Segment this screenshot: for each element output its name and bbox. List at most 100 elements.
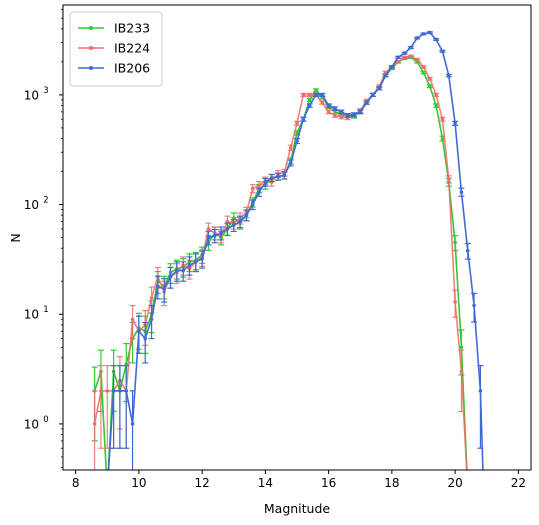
y-tick-exponent: 3 <box>43 86 48 96</box>
series-line <box>93 55 468 470</box>
x-tick-label: 22 <box>511 476 526 490</box>
data-point <box>181 268 185 273</box>
series-ib206 <box>107 30 484 470</box>
data-point <box>194 260 198 264</box>
data-point <box>453 299 457 304</box>
data-point <box>434 103 438 108</box>
data-point <box>459 345 464 350</box>
data-point <box>364 100 369 105</box>
x-tick-label: 10 <box>131 476 146 490</box>
x-tick-label: 20 <box>447 476 462 490</box>
series-line <box>93 56 468 470</box>
data-point <box>421 32 426 36</box>
legend-label: IB224 <box>114 41 150 56</box>
data-point <box>377 86 382 91</box>
data-point <box>295 131 299 135</box>
data-point <box>333 113 337 118</box>
data-point <box>111 389 116 393</box>
y-tick-exponent: 1 <box>43 305 48 315</box>
data-point <box>333 110 337 114</box>
x-tick-label: 14 <box>258 476 273 490</box>
legend-marker <box>89 26 93 30</box>
legend-marker <box>89 46 93 50</box>
data-point <box>358 110 363 114</box>
x-tick-label: 18 <box>384 476 399 490</box>
data-point <box>307 103 312 108</box>
series-ib233 <box>91 55 468 470</box>
x-axis: 8 10 12 14 16 18 20 22 <box>72 470 526 490</box>
data-point <box>105 389 110 393</box>
data-point <box>137 329 141 334</box>
data-point <box>339 115 344 119</box>
legend-label: IB233 <box>114 21 150 36</box>
legend-label: IB206 <box>114 61 150 76</box>
data-point <box>257 183 261 188</box>
y-tick-label: 10 <box>24 198 39 212</box>
data-point <box>440 49 445 54</box>
data-point <box>459 369 464 374</box>
data-point <box>428 84 432 89</box>
data-point <box>440 117 445 122</box>
data-point <box>175 268 179 273</box>
data-point <box>130 422 135 426</box>
data-point <box>339 110 344 114</box>
data-point <box>99 389 103 393</box>
series-line <box>107 31 484 470</box>
x-tick-label: 16 <box>321 476 336 490</box>
y-axis: 10 0 10 1 10 2 10 3 <box>24 9 63 468</box>
data-point <box>453 121 457 126</box>
data-point <box>162 287 166 291</box>
data-point <box>231 223 236 227</box>
data-point <box>295 139 299 143</box>
x-tick-label: 12 <box>194 476 209 490</box>
data-point <box>250 202 255 207</box>
y-tick-label: 10 <box>24 88 39 102</box>
data-point <box>326 103 331 108</box>
data-point <box>257 190 261 194</box>
data-point <box>345 113 350 118</box>
data-point <box>383 73 388 78</box>
data-point <box>434 37 438 42</box>
data-point <box>206 235 211 240</box>
data-point <box>269 176 274 180</box>
data-point <box>307 93 312 97</box>
y-tick-exponent: 2 <box>43 196 48 206</box>
data-point <box>472 303 476 308</box>
data-point <box>301 117 306 122</box>
data-point <box>288 161 293 165</box>
data-point <box>326 110 331 114</box>
data-point <box>421 70 426 75</box>
data-point <box>238 219 242 224</box>
data-point <box>143 336 148 341</box>
data-point <box>409 54 413 59</box>
series-ib224 <box>91 54 468 470</box>
data-point <box>459 190 464 194</box>
data-point <box>295 121 299 126</box>
data-point <box>453 240 457 245</box>
data-point <box>428 30 432 35</box>
data-point <box>402 55 407 60</box>
data-point <box>156 284 160 289</box>
data-point <box>314 88 318 93</box>
data-point <box>415 36 419 40</box>
data-point <box>219 231 223 235</box>
data-point <box>282 173 287 178</box>
data-point <box>149 296 154 301</box>
legend: IB233 IB224 IB206 <box>69 11 163 87</box>
data-point <box>409 45 413 50</box>
series-layer <box>91 30 484 470</box>
data-point <box>465 248 470 253</box>
data-point <box>124 389 129 393</box>
data-point <box>118 389 122 393</box>
data-point <box>307 98 312 102</box>
data-point <box>225 219 230 224</box>
data-point <box>434 93 438 97</box>
data-point <box>396 60 400 64</box>
data-point <box>244 213 249 217</box>
data-point <box>92 422 97 426</box>
data-point <box>168 274 173 279</box>
data-point <box>446 73 451 78</box>
data-point <box>250 186 255 191</box>
data-point <box>446 177 451 182</box>
